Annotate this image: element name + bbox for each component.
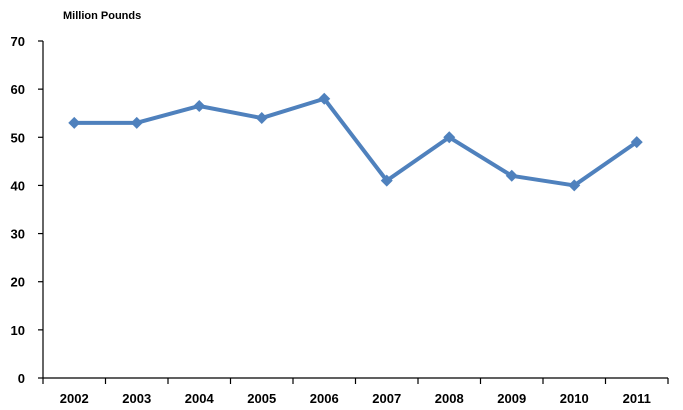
x-axis: 2002 2003 2004 2005 2006 2007 2008 2009 2010 2011 — [42, 377, 669, 406]
data-point-marker — [568, 179, 581, 192]
data-point-marker — [318, 92, 331, 105]
y-axis-unit-label: Million Pounds — [63, 10, 141, 22]
y-axis: 0 10 20 30 40 50 60 70 — [11, 34, 44, 386]
data-point-marker — [630, 136, 643, 149]
series-line — [74, 96, 638, 188]
x-tick-label: 2002 — [60, 391, 89, 406]
y-tick-label: 40 — [11, 178, 25, 193]
x-tick-label: 2004 — [185, 391, 215, 406]
y-tick-label: 0 — [18, 371, 25, 386]
x-tick-label: 2005 — [247, 391, 276, 406]
data-point-marker — [380, 174, 393, 187]
x-tick-label: 2009 — [497, 391, 526, 406]
series-group — [68, 92, 643, 192]
data-point-marker — [255, 112, 268, 125]
x-tick-label: 2007 — [372, 391, 401, 406]
data-point-marker — [443, 131, 456, 144]
y-tick-label: 10 — [11, 323, 25, 338]
x-tick-label: 2006 — [310, 391, 339, 406]
data-point-marker — [68, 116, 81, 129]
y-tick-label: 30 — [11, 227, 25, 242]
data-point-marker — [130, 116, 143, 129]
data-point-marker — [193, 99, 206, 112]
x-tick-label: 2011 — [623, 391, 651, 406]
y-tick-label: 20 — [11, 275, 25, 290]
y-tick-label: 60 — [11, 82, 25, 97]
data-point-marker — [505, 169, 518, 182]
x-tick-label: 2003 — [122, 391, 151, 406]
x-tick-label: 2008 — [435, 391, 464, 406]
x-tick-label: 2010 — [560, 391, 589, 406]
y-tick-label: 70 — [11, 34, 25, 49]
y-tick-label: 50 — [11, 130, 25, 145]
